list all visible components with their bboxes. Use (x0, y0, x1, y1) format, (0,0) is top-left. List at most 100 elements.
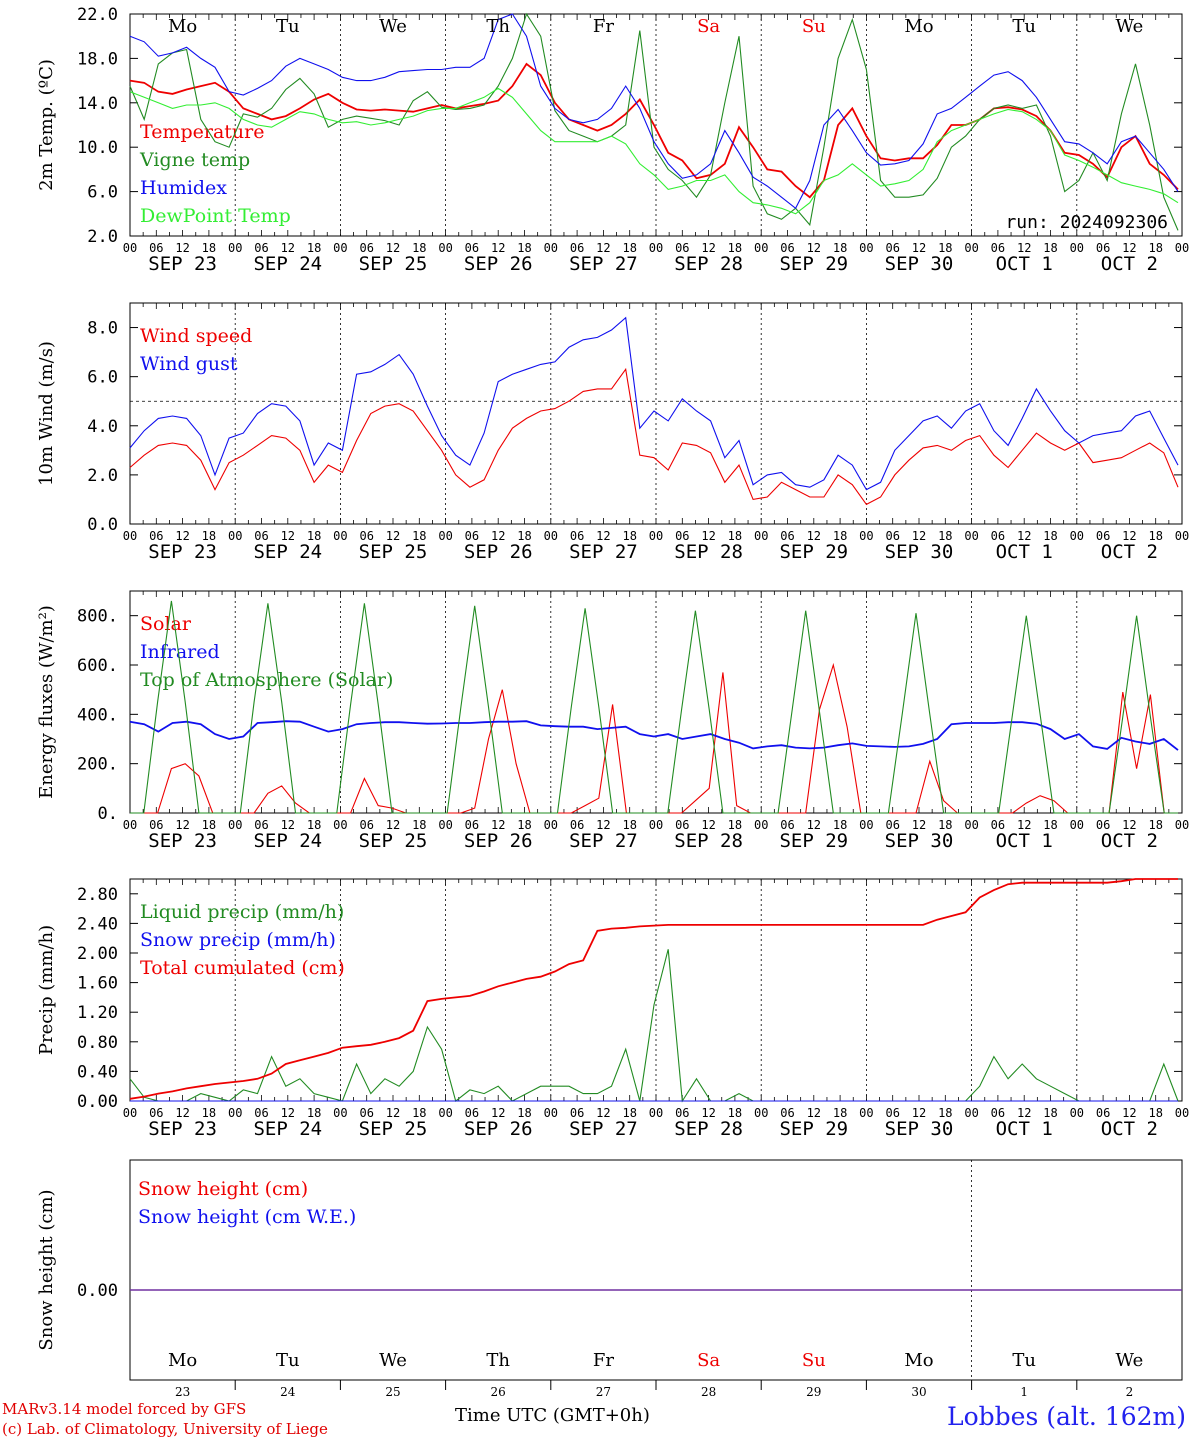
date-label: OCT 2 (1101, 1118, 1158, 1140)
series-line (130, 600, 1178, 814)
hour-tick-label: 00 (438, 241, 452, 255)
time-axis-label: Time UTC (GMT+0h) (455, 1405, 650, 1426)
date-label: OCT 1 (996, 253, 1053, 275)
day-number-label: 23 (175, 1385, 190, 1399)
hour-tick-label: 06 (149, 1106, 163, 1120)
hour-tick-label: 18 (1043, 529, 1057, 543)
hour-tick-label: 06 (359, 818, 373, 832)
y-tick-label: 200. (77, 755, 118, 775)
hour-tick-label: 00 (1175, 241, 1189, 255)
hour-tick-label: 06 (780, 241, 794, 255)
hour-tick-label: 06 (254, 1106, 268, 1120)
hour-tick-label: 00 (333, 529, 347, 543)
date-label: SEP 29 (779, 830, 848, 852)
y-tick-label: 10.0 (77, 138, 118, 158)
hour-tick-label: 06 (780, 1106, 794, 1120)
hour-tick-label: 06 (465, 241, 479, 255)
hour-tick-label: 18 (622, 818, 636, 832)
hour-tick-label: 12 (281, 1106, 295, 1120)
day-number-label: 27 (596, 1385, 611, 1399)
y-tick-label: 400. (77, 705, 118, 725)
y-tick-label: 0.80 (77, 1033, 118, 1053)
hour-tick-label: 06 (149, 241, 163, 255)
hour-tick-label: 00 (859, 529, 873, 543)
date-label: OCT 1 (996, 830, 1053, 852)
hour-tick-label: 00 (964, 818, 978, 832)
hour-tick-label: 12 (175, 529, 189, 543)
y-axis-label: 10m Wind (m/s) (36, 341, 57, 486)
hour-tick-label: 12 (596, 1106, 610, 1120)
y-tick-label: 800. (77, 607, 118, 627)
hour-tick-label: 06 (1096, 529, 1110, 543)
hour-tick-label: 18 (938, 241, 952, 255)
hour-tick-label: 18 (1148, 818, 1162, 832)
date-label: SEP 26 (464, 1118, 533, 1140)
y-tick-label: 6.0 (87, 183, 118, 203)
hour-tick-label: 12 (701, 818, 715, 832)
y-tick-label: 0.40 (77, 1062, 118, 1082)
hour-tick-label: 18 (202, 529, 216, 543)
day-name-label: We (379, 1350, 407, 1371)
hour-tick-label: 12 (281, 529, 295, 543)
hour-tick-label: 00 (333, 1106, 347, 1120)
day-name-label: We (379, 16, 407, 37)
hour-tick-label: 00 (964, 241, 978, 255)
day-name-label: Su (802, 16, 826, 37)
date-label: SEP 26 (464, 253, 533, 275)
hour-tick-label: 00 (228, 818, 242, 832)
hour-tick-label: 00 (754, 241, 768, 255)
series-line (129, 367, 1179, 506)
hour-tick-label: 12 (491, 818, 505, 832)
day-name-label: Sa (697, 16, 720, 37)
hour-tick-label: 06 (359, 241, 373, 255)
y-tick-label: 0.00 (77, 1281, 118, 1301)
hour-tick-label: 00 (754, 529, 768, 543)
legend-entry: Snow height (cm) (138, 1178, 308, 1200)
hour-tick-label: 00 (438, 818, 452, 832)
hour-tick-label: 06 (465, 1106, 479, 1120)
y-tick-label: 1.60 (77, 974, 118, 994)
hour-tick-label: 06 (570, 818, 584, 832)
hour-tick-label: 18 (202, 1106, 216, 1120)
y-tick-label: 600. (77, 656, 118, 676)
hour-tick-label: 12 (175, 241, 189, 255)
legend-entry: DewPoint Temp (140, 205, 291, 227)
hour-tick-label: 00 (123, 1106, 137, 1120)
hour-tick-label: 00 (1175, 1106, 1189, 1120)
date-label: SEP 27 (569, 830, 638, 852)
legend-entry: Snow height (cm W.E.) (138, 1206, 356, 1228)
day-name-label: Tu (1012, 1350, 1036, 1371)
date-label: SEP 29 (779, 253, 848, 275)
hour-tick-label: 12 (386, 241, 400, 255)
date-label: SEP 27 (569, 541, 638, 563)
day-number-label: 24 (280, 1385, 296, 1399)
hour-tick-label: 00 (228, 1106, 242, 1120)
hour-tick-label: 18 (412, 529, 426, 543)
hour-tick-label: 06 (570, 529, 584, 543)
hour-tick-label: 12 (596, 818, 610, 832)
y-axis-label: Energy fluxes (W/m²) (36, 605, 57, 799)
date-label: SEP 28 (674, 541, 743, 563)
hour-tick-label: 18 (1043, 818, 1057, 832)
legend-entry: Humidex (140, 177, 227, 199)
hour-tick-label: 18 (1148, 241, 1162, 255)
hour-tick-label: 18 (517, 1106, 531, 1120)
hour-tick-label: 06 (675, 818, 689, 832)
day-number-label: 29 (806, 1385, 821, 1399)
hour-tick-label: 06 (675, 241, 689, 255)
date-label: SEP 23 (148, 830, 217, 852)
y-tick-label: 6.0 (87, 368, 118, 388)
legend-entry: Wind gust (140, 353, 238, 375)
y-axis-label: Snow height (cm) (36, 1189, 57, 1350)
hour-tick-label: 12 (701, 529, 715, 543)
hour-tick-label: 18 (517, 241, 531, 255)
hour-tick-label: 12 (1122, 1106, 1136, 1120)
hour-tick-label: 12 (1122, 818, 1136, 832)
day-name-label: Mo (168, 16, 197, 37)
day-number-label: 25 (385, 1385, 400, 1399)
hour-tick-label: 00 (859, 818, 873, 832)
hour-tick-label: 06 (780, 529, 794, 543)
hour-tick-label: 18 (1043, 1106, 1057, 1120)
day-number-label: 30 (911, 1385, 926, 1399)
hour-tick-label: 12 (281, 818, 295, 832)
